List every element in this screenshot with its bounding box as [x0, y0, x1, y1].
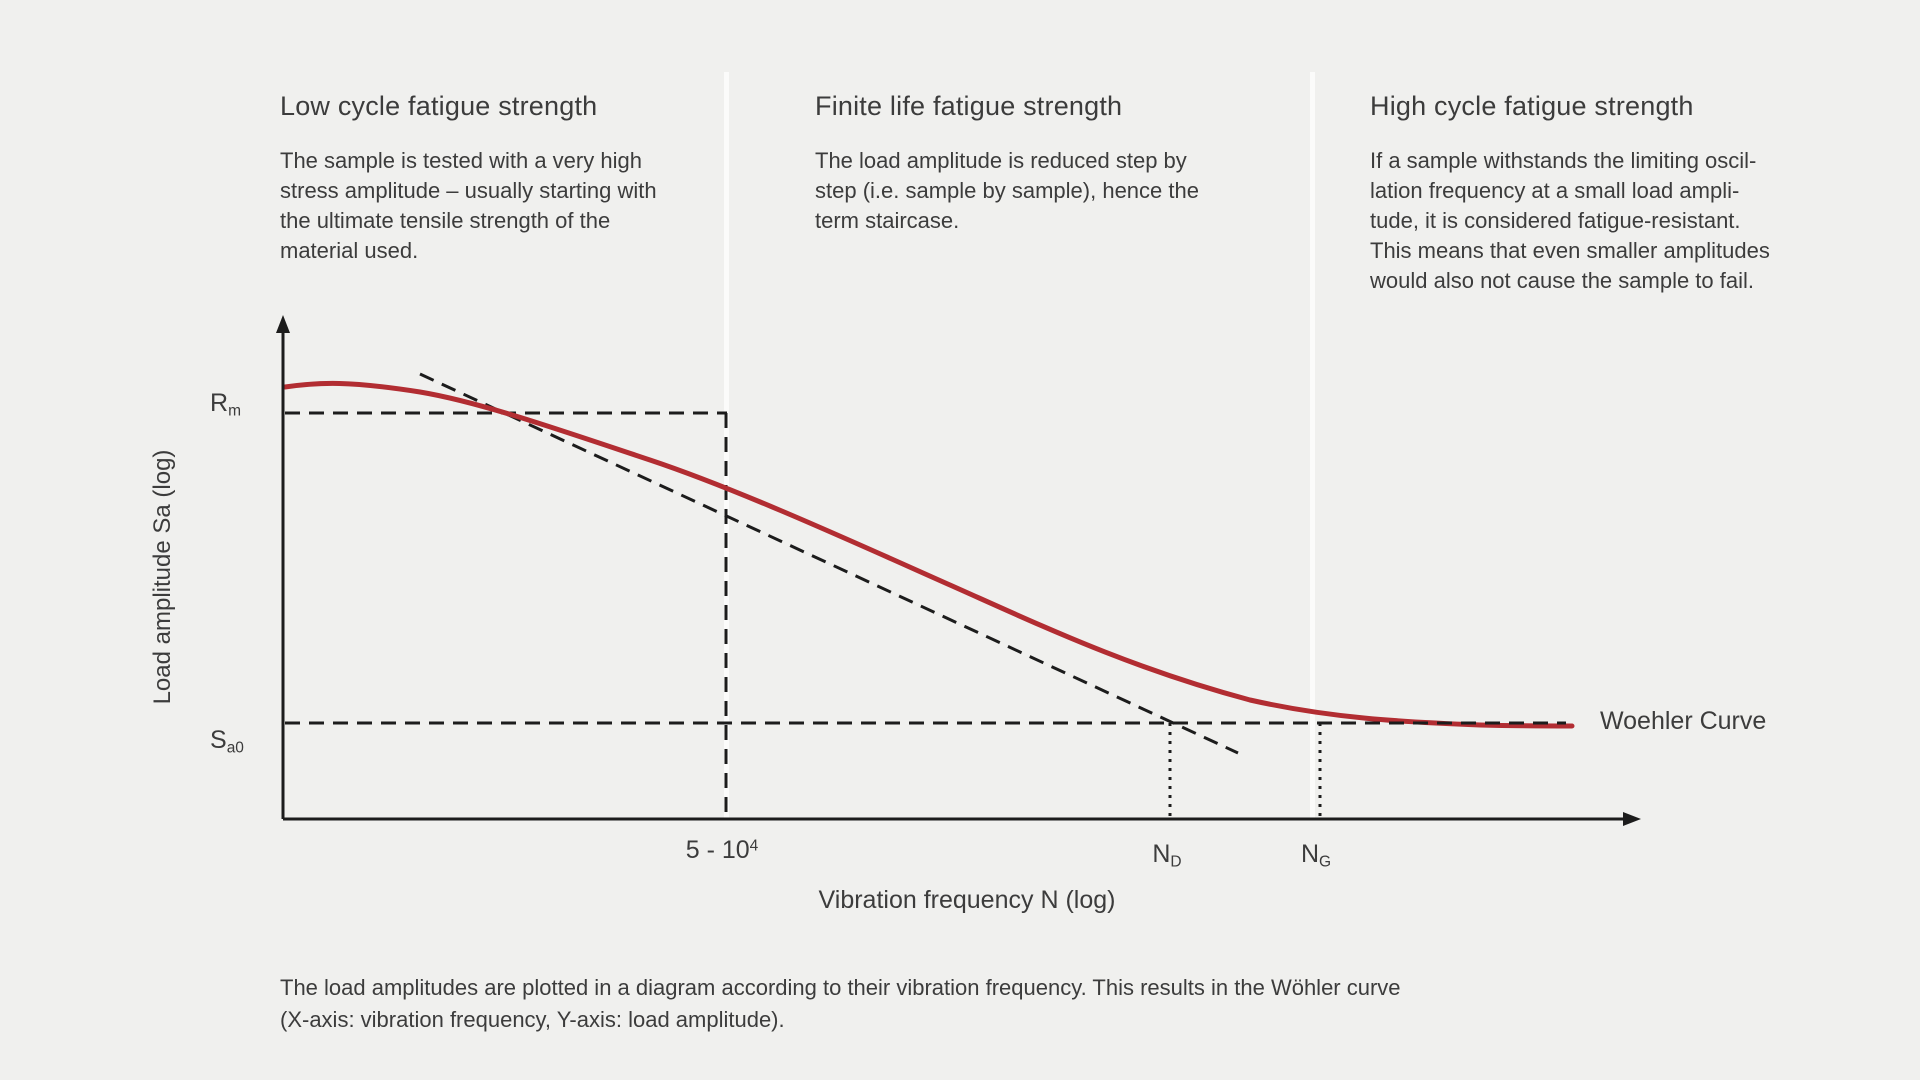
- finite-life-tangent: [419, 372, 1239, 755]
- rm-sub: m: [228, 402, 241, 420]
- tick-base: 5 - 10: [685, 836, 750, 864]
- woehler-curve-line: [282, 380, 1575, 729]
- tick-sup: 4: [749, 837, 759, 855]
- section-body-low-cycle: The sample is tested with a very high st…: [280, 148, 657, 263]
- section-body-high-cycle: If a sample withstands the limiting osci…: [1370, 148, 1770, 293]
- nd-base: N: [1152, 840, 1171, 868]
- figure-caption: The load amplitudes are plotted in a dia…: [280, 975, 1401, 1032]
- section-divider-2: [1310, 72, 1315, 819]
- rm-label: Rm: [210, 389, 241, 421]
- sa0-base: S: [210, 726, 227, 754]
- ng-base: N: [1300, 840, 1319, 868]
- section-title-low-cycle: Low cycle fatigue strength: [280, 91, 598, 121]
- section-low-cycle: Low cycle fatigue strength The sample is…: [280, 88, 680, 266]
- section-title-finite-life: Finite life fatigue strength: [815, 91, 1123, 121]
- section-title-high-cycle: High cycle fatigue strength: [1370, 91, 1694, 121]
- nd-sub: D: [1170, 853, 1182, 871]
- ng-label: NG: [1301, 840, 1331, 872]
- woehler-curve-label: Woehler Curve: [1600, 707, 1767, 735]
- x-axis-arrowhead-icon: [1623, 812, 1641, 826]
- sa0-sub: a0: [226, 739, 244, 757]
- ng-sub: G: [1319, 853, 1332, 871]
- y-axis-arrowhead-icon: [276, 315, 290, 333]
- nd-label: ND: [1152, 840, 1181, 872]
- sa0-label: Sa0: [210, 726, 244, 758]
- section-body-finite-life: The load amplitude is reduced step by st…: [815, 148, 1199, 233]
- section-high-cycle: High cycle fatigue strength If a sample …: [1370, 88, 1794, 296]
- x-axis-title: Vibration frequency N (log): [818, 886, 1116, 914]
- x-tick-5e4-label: 5 - 104: [686, 836, 759, 865]
- y-axis-title: Load amplitude Sa (log): [149, 449, 176, 705]
- section-finite-life: Finite life fatigue strength The load am…: [815, 88, 1207, 236]
- rm-base: R: [210, 389, 229, 417]
